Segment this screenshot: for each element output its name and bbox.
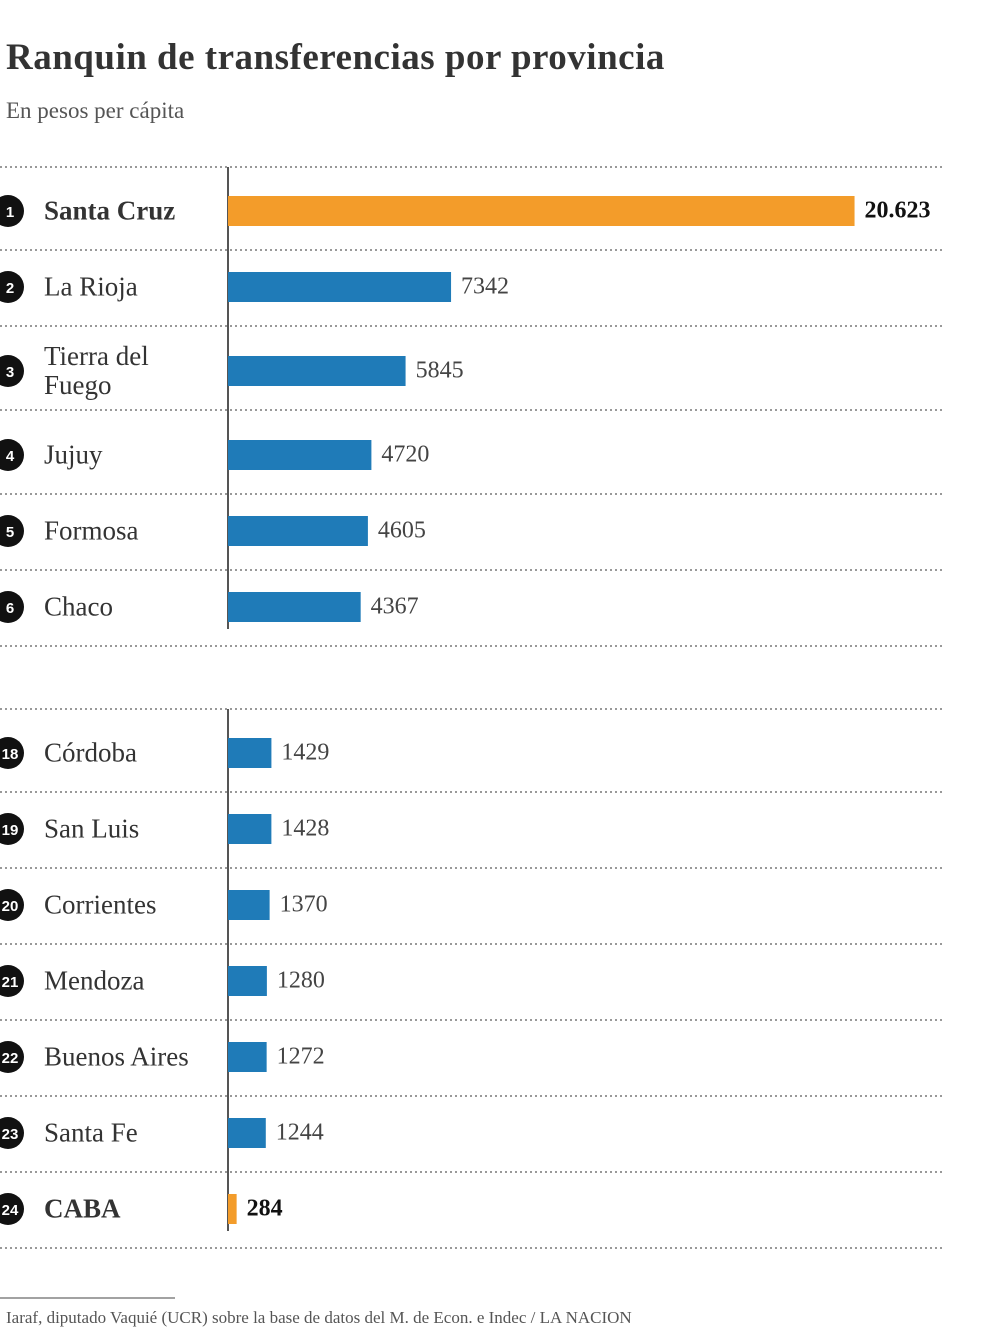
rank-badge bbox=[0, 737, 24, 769]
value-label: 4605 bbox=[377, 517, 426, 544]
rank-number: 3 bbox=[6, 364, 14, 381]
rank-badge bbox=[0, 515, 24, 547]
value-label: 1244 bbox=[275, 1119, 324, 1146]
category-label: Mendoza bbox=[44, 965, 145, 996]
source-note: Iaraf, diputado Vaquié (UCR) sobre la ba… bbox=[6, 1308, 632, 1327]
rank-number: 22 bbox=[2, 1050, 19, 1067]
bar bbox=[228, 440, 372, 470]
bar bbox=[228, 516, 368, 546]
category-label: Formosa bbox=[44, 515, 139, 546]
rank-number: 19 bbox=[2, 822, 19, 839]
category-label: Córdoba bbox=[44, 737, 137, 768]
category-label: Santa Cruz bbox=[44, 195, 176, 226]
bar bbox=[228, 592, 361, 622]
category-label: Santa Fe bbox=[44, 1117, 138, 1148]
value-label: 20.623 bbox=[864, 197, 931, 224]
rank-number: 4 bbox=[6, 448, 15, 465]
category-label: Corrientes bbox=[44, 889, 157, 920]
value-label: 1428 bbox=[281, 815, 330, 842]
category-label: Buenos Aires bbox=[44, 1041, 189, 1072]
rank-number: 20 bbox=[2, 898, 19, 915]
value-label: 5845 bbox=[415, 357, 464, 384]
value-label: 1272 bbox=[276, 1043, 325, 1070]
rank-badge bbox=[0, 271, 24, 303]
value-label: 4367 bbox=[370, 593, 419, 620]
rank-number: 23 bbox=[2, 1126, 19, 1143]
value-label: 1280 bbox=[276, 967, 325, 994]
bar bbox=[228, 1194, 237, 1224]
value-label: 7342 bbox=[461, 273, 510, 300]
category-label: La Rioja bbox=[44, 271, 138, 302]
rank-badge bbox=[0, 889, 24, 921]
chart-subtitle: En pesos per cápita bbox=[6, 98, 185, 123]
bar bbox=[228, 738, 272, 768]
category-label: San Luis bbox=[44, 813, 140, 844]
chart-title: Ranquin de transferencias por provincia bbox=[6, 37, 665, 78]
bar bbox=[228, 272, 452, 302]
rank-badge bbox=[0, 1117, 24, 1149]
bar bbox=[228, 1042, 267, 1072]
rank-badge bbox=[0, 1041, 24, 1073]
rank-badge bbox=[0, 965, 24, 997]
rank-number: 1 bbox=[6, 204, 14, 221]
rank-badge bbox=[0, 195, 24, 227]
bar bbox=[228, 966, 267, 996]
rank-badge bbox=[0, 1193, 24, 1225]
category-label: Tierra del Fuego bbox=[44, 341, 149, 400]
rank-number: 21 bbox=[2, 974, 19, 991]
rank-number: 5 bbox=[6, 524, 14, 541]
rank-number: 6 bbox=[6, 600, 14, 617]
value-label: 1370 bbox=[279, 891, 328, 918]
bar bbox=[228, 890, 270, 920]
rank-number: 18 bbox=[2, 746, 19, 763]
value-label: 1429 bbox=[281, 739, 330, 766]
rank-badge bbox=[0, 355, 24, 387]
bar bbox=[228, 1118, 266, 1148]
category-label: Jujuy bbox=[44, 439, 103, 470]
rank-number: 2 bbox=[6, 280, 14, 297]
bar bbox=[228, 356, 406, 386]
category-label: CABA bbox=[44, 1193, 121, 1224]
bar bbox=[228, 196, 855, 226]
bar bbox=[228, 814, 272, 844]
rank-badge bbox=[0, 813, 24, 845]
rank-number: 24 bbox=[2, 1202, 19, 1219]
value-label: 284 bbox=[246, 1195, 283, 1222]
rank-badge bbox=[0, 439, 24, 471]
value-label: 4720 bbox=[381, 441, 430, 468]
category-label: Chaco bbox=[44, 591, 113, 622]
rank-badge bbox=[0, 591, 24, 623]
